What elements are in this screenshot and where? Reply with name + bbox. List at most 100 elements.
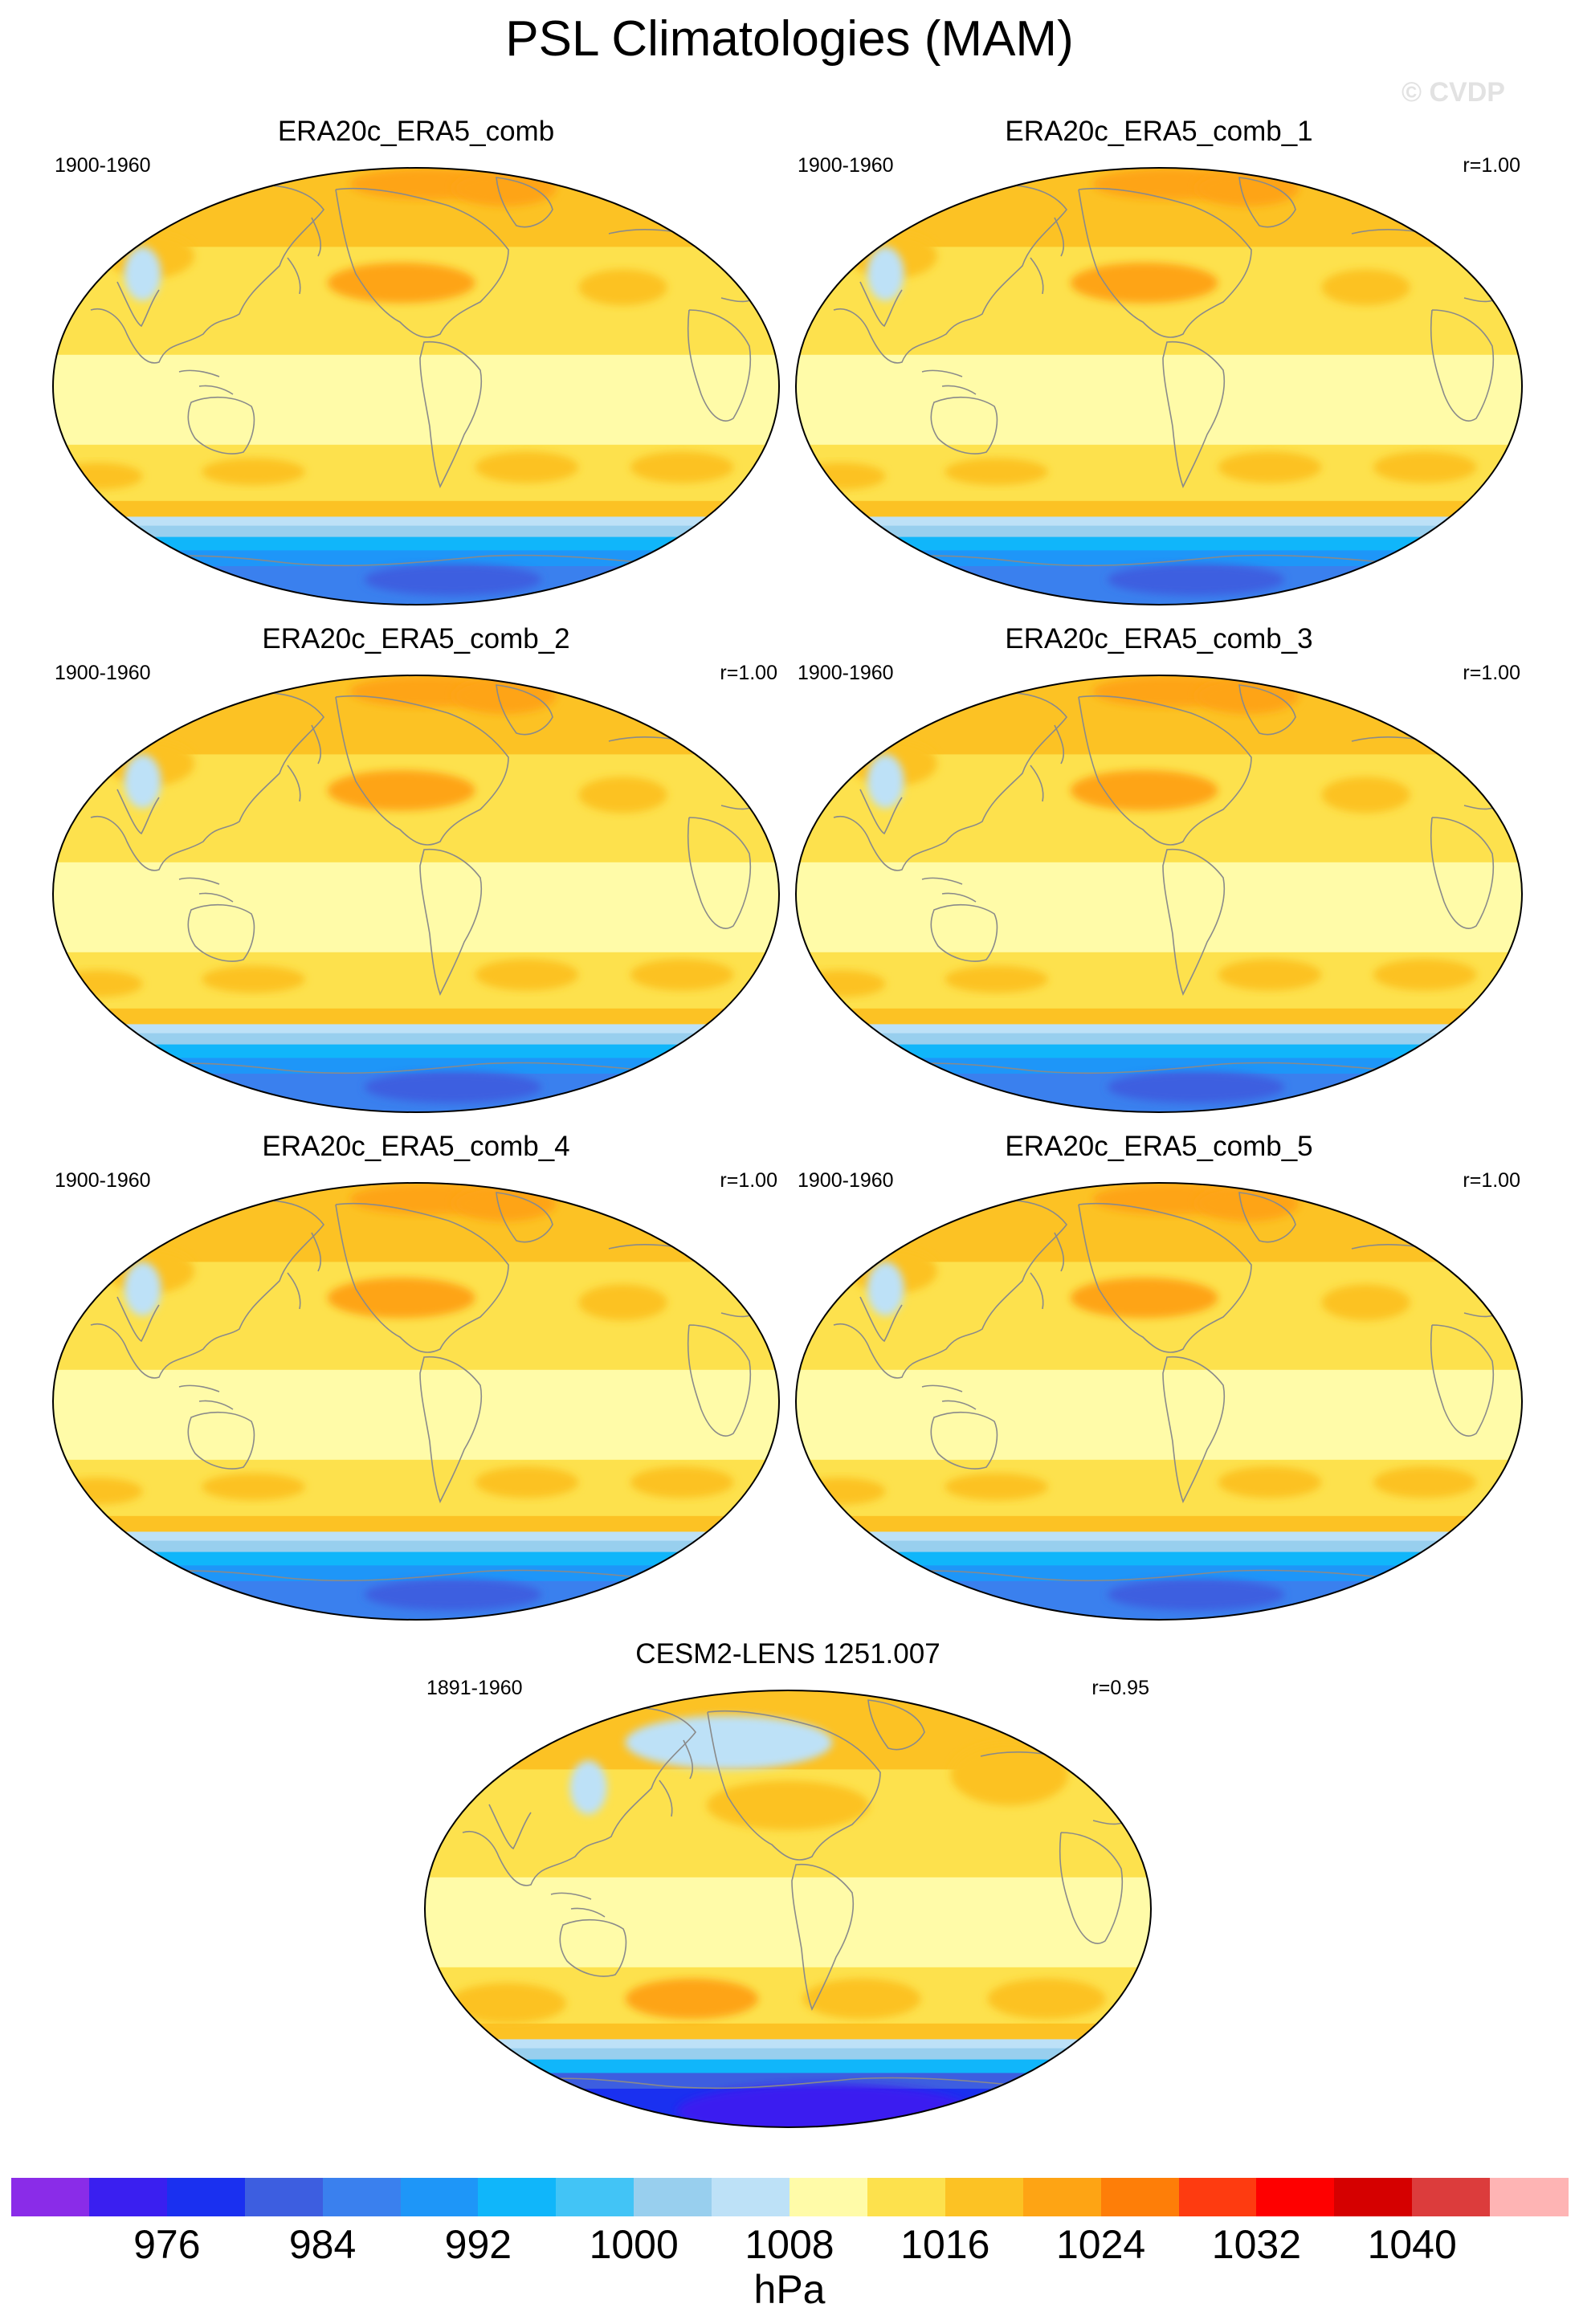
pressure-anomaly bbox=[54, 463, 143, 490]
pressure-anomaly bbox=[630, 451, 734, 483]
map-border bbox=[795, 675, 1523, 1113]
pressure-band bbox=[796, 536, 1522, 552]
panel-correlation: r=0.95 bbox=[1091, 1677, 1149, 1699]
coastline bbox=[659, 1739, 693, 1817]
pressure-anomaly bbox=[453, 678, 557, 714]
pressure-band bbox=[53, 550, 779, 567]
pressure-anomaly bbox=[867, 247, 904, 301]
colorbar-tick-label: 984 bbox=[288, 2222, 357, 2267]
panel-correlation: r=1.00 bbox=[1463, 154, 1520, 177]
pressure-band bbox=[53, 1033, 779, 1046]
pressure-band bbox=[796, 1551, 1522, 1567]
colorbar-swatch bbox=[11, 2178, 90, 2216]
pressure-anomaly bbox=[1070, 770, 1218, 811]
coastline bbox=[1162, 1356, 1226, 1504]
panel-period: 1900-1960 bbox=[55, 662, 151, 684]
colorbar-tick-label: 1008 bbox=[745, 2222, 834, 2267]
pressure-band bbox=[53, 1551, 779, 1567]
colorbar-unit-label: hPa bbox=[753, 2267, 826, 2312]
map-panel: ERA20c_ERA5_comb_4 1900-1960 r=1.00 bbox=[47, 1132, 785, 1646]
coastline bbox=[496, 684, 553, 736]
map-border bbox=[795, 1182, 1523, 1621]
coastline bbox=[496, 177, 553, 228]
coastline bbox=[490, 2077, 1062, 2090]
pressure-field bbox=[796, 168, 1522, 605]
pressure-anomaly bbox=[202, 458, 305, 486]
coastline bbox=[287, 217, 321, 295]
coastline bbox=[707, 1710, 881, 1861]
colorbar-swatch bbox=[712, 2178, 790, 2216]
pressure-field bbox=[53, 168, 779, 605]
panel-correlation: r=1.00 bbox=[720, 662, 777, 684]
pressure-anomaly bbox=[327, 770, 475, 811]
pressure-field bbox=[53, 675, 779, 1112]
coastline bbox=[187, 903, 255, 962]
coastline bbox=[1078, 695, 1252, 846]
pressure-anomaly bbox=[54, 1478, 143, 1505]
pressure-anomaly bbox=[950, 1742, 1069, 1806]
psl-map-svg bbox=[795, 675, 1523, 1113]
pressure-anomaly bbox=[327, 1278, 475, 1319]
pressure-anomaly bbox=[630, 1466, 734, 1498]
pressure-band bbox=[796, 1024, 1522, 1034]
map-panel: ERA20c_ERA5_comb_3 1900-1960 r=1.00 bbox=[790, 625, 1528, 1139]
coastline bbox=[187, 1411, 255, 1470]
panel-title: ERA20c_ERA5_comb_2 bbox=[262, 623, 570, 654]
pressure-band bbox=[796, 862, 1522, 953]
pressure-anomaly bbox=[1321, 269, 1410, 306]
coastline bbox=[178, 369, 234, 395]
panel-correlation: r=1.00 bbox=[1463, 662, 1520, 684]
pressure-band bbox=[796, 1531, 1522, 1542]
psl-map-svg bbox=[52, 675, 780, 1113]
colorbar-swatch bbox=[1100, 2178, 1180, 2216]
coastline bbox=[1238, 1192, 1296, 1243]
pressure-field bbox=[53, 1183, 779, 1620]
coastline bbox=[861, 554, 1433, 568]
pressure-anomaly bbox=[364, 564, 542, 596]
pressure-anomaly bbox=[578, 269, 667, 306]
pressure-anomaly bbox=[945, 1473, 1048, 1501]
pressure-anomaly bbox=[706, 1780, 870, 1830]
pressure-anomaly bbox=[142, 1585, 217, 1613]
pressure-anomaly bbox=[1107, 564, 1285, 596]
pressure-anomaly bbox=[1196, 170, 1300, 206]
pressure-anomaly bbox=[447, 1983, 566, 2024]
pressure-band bbox=[53, 1531, 779, 1542]
pressure-anomaly bbox=[1373, 959, 1477, 991]
map-border bbox=[52, 167, 780, 605]
pressure-anomaly bbox=[630, 959, 734, 991]
pressure-band bbox=[796, 1058, 1522, 1074]
pressure-band bbox=[796, 525, 1522, 538]
coastline bbox=[118, 1569, 690, 1583]
psl-map-svg bbox=[795, 1182, 1523, 1621]
coastline bbox=[496, 1192, 553, 1243]
coastline bbox=[419, 848, 483, 997]
page-title: PSL Climatologies (MAM) bbox=[505, 11, 1074, 67]
pressure-band bbox=[53, 354, 779, 446]
pressure-anomaly bbox=[1070, 1278, 1218, 1319]
pressure-anomaly bbox=[453, 170, 557, 206]
pressure-anomaly bbox=[945, 965, 1048, 993]
coastline bbox=[116, 789, 160, 835]
colorbar bbox=[11, 2178, 1569, 2216]
pressure-band bbox=[425, 2039, 1151, 2049]
pressure-band bbox=[53, 1024, 779, 1034]
pressure-field bbox=[796, 1183, 1522, 1620]
pressure-band bbox=[425, 1877, 1151, 1968]
colorbar-swatch bbox=[1490, 2178, 1569, 2216]
coastline bbox=[1162, 848, 1226, 997]
coastline bbox=[335, 1202, 509, 1353]
coastline bbox=[116, 1296, 160, 1343]
pressure-band bbox=[796, 1540, 1522, 1553]
colorbar-swatch bbox=[634, 2178, 712, 2216]
pressure-anomaly bbox=[578, 777, 667, 813]
panel-period: 1900-1960 bbox=[55, 1169, 151, 1192]
pressure-anomaly bbox=[797, 970, 886, 997]
pressure-band bbox=[53, 1515, 779, 1533]
pressure-anomaly bbox=[54, 970, 143, 997]
pressure-band bbox=[796, 1369, 1522, 1461]
pressure-anomaly bbox=[1107, 1579, 1285, 1611]
colorbar-swatch bbox=[1256, 2178, 1335, 2216]
pressure-anomaly bbox=[1373, 1466, 1477, 1498]
pressure-anomaly bbox=[475, 1466, 579, 1498]
